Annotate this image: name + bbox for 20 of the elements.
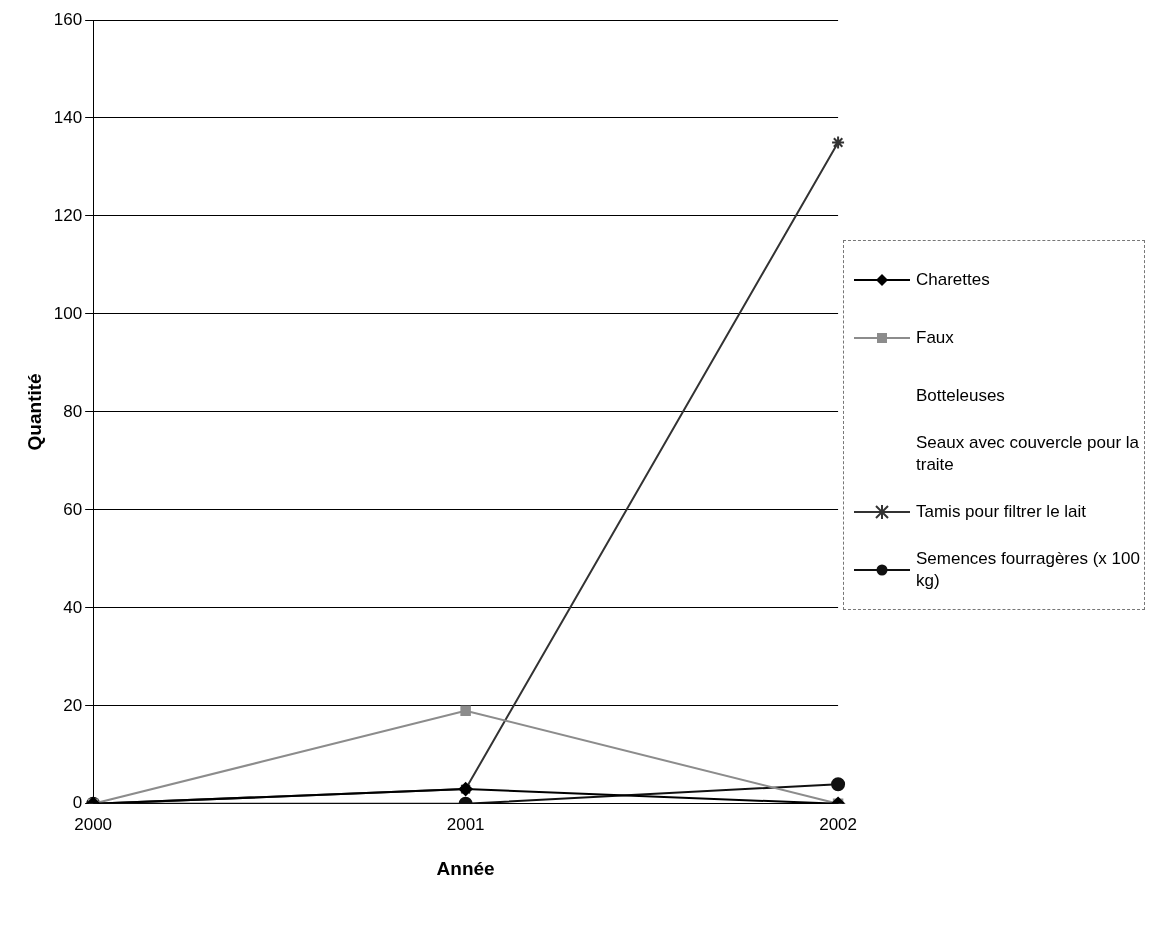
y-tick-label: 80: [63, 401, 83, 421]
legend-label: Faux: [916, 327, 954, 349]
x-tick-label: 2002: [819, 814, 857, 834]
y-tick-label: 120: [53, 205, 83, 225]
y-tick-label: 60: [63, 499, 83, 519]
y-tick-label: 0: [72, 793, 83, 813]
y-axis-title: Quantité: [23, 373, 45, 451]
y-tick-label: 140: [53, 107, 83, 127]
legend-label: Charettes: [916, 269, 990, 291]
y-tick-label: 40: [63, 597, 83, 617]
x-tick-label: 2000: [74, 814, 113, 834]
x-axis-title: Année: [436, 857, 495, 879]
legend-label: Semences fourragères (x 100 kg): [916, 548, 1141, 592]
text: Botteleuses: [916, 385, 1005, 407]
text: Seaux avec couvercle pour la traite: [916, 432, 1141, 476]
y-tick-label: 100: [53, 303, 83, 323]
x-tick-label: 2001: [446, 814, 485, 834]
y-tick-label: 20: [63, 695, 83, 715]
y-tick-label: 160: [53, 9, 83, 29]
legend-label: Tamis pour filtrer le lait: [916, 501, 1087, 523]
